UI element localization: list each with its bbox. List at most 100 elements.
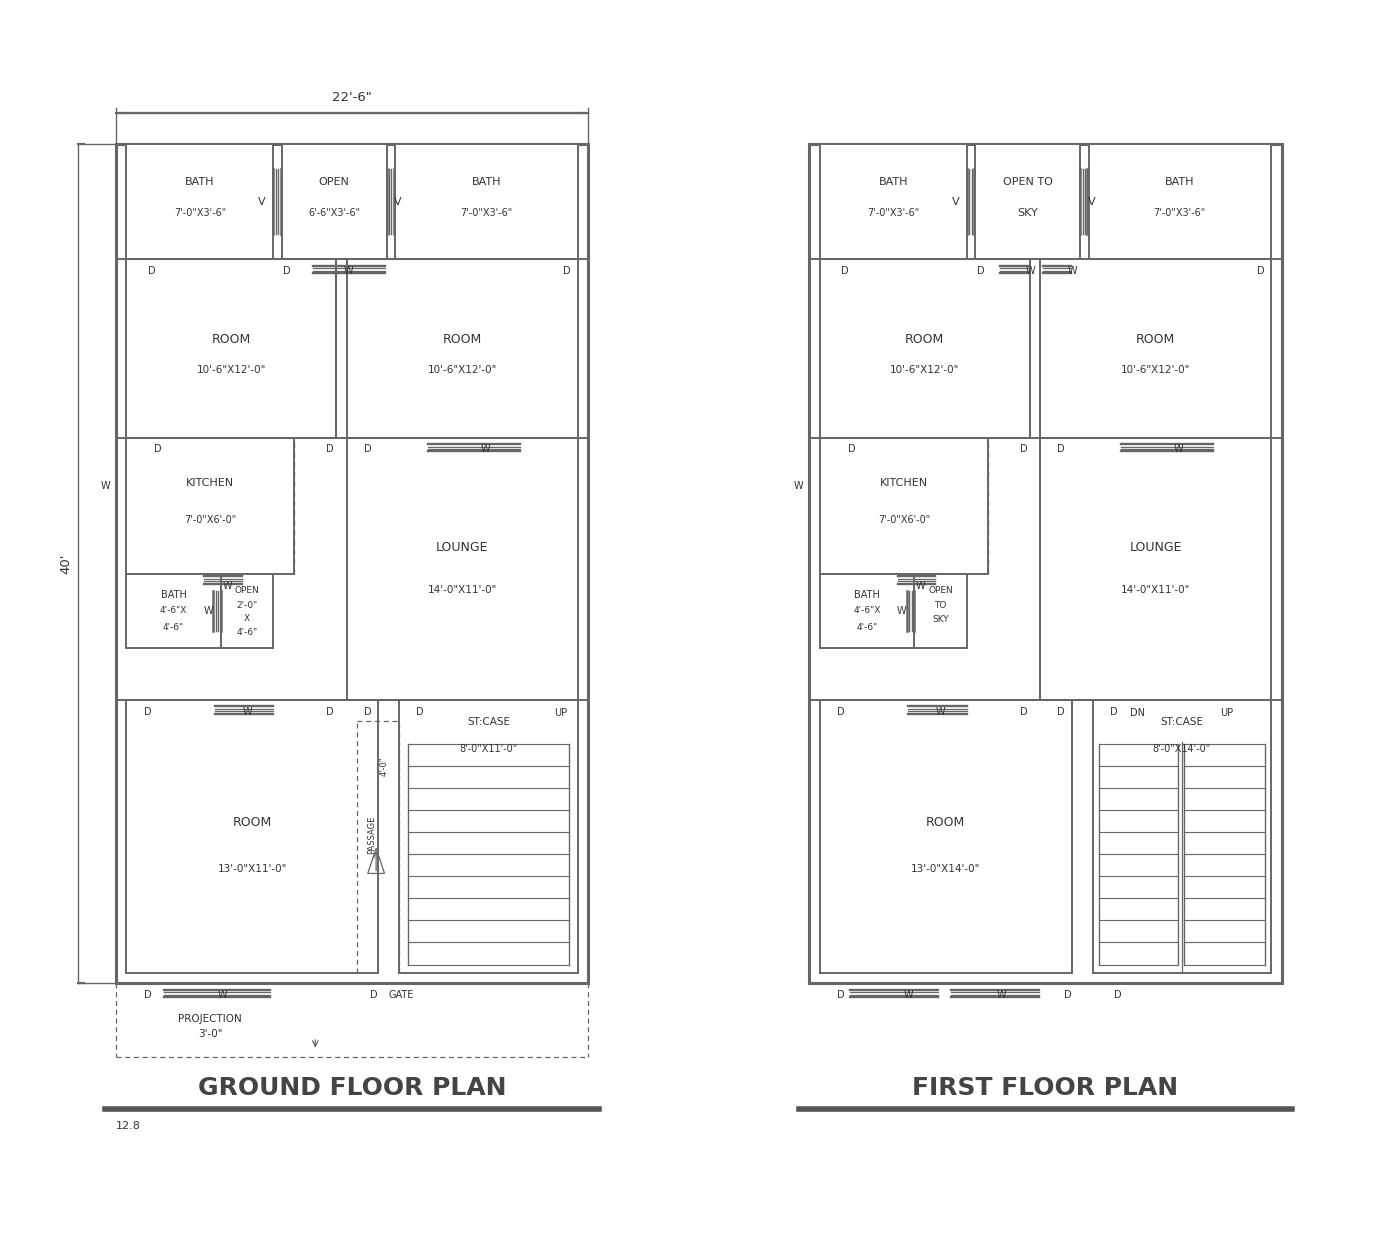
Text: 10'-6"X12'-0": 10'-6"X12'-0" — [427, 365, 497, 374]
Text: 22'-6": 22'-6" — [331, 92, 372, 104]
Bar — [399, 701, 577, 973]
Text: SKY: SKY — [932, 615, 949, 624]
Text: V: V — [394, 197, 402, 207]
Text: 7'-0"X3'-6": 7'-0"X3'-6" — [173, 208, 226, 218]
Bar — [820, 144, 967, 259]
Text: D: D — [144, 707, 151, 717]
Text: W: W — [903, 990, 913, 999]
Text: D: D — [838, 990, 845, 999]
Text: 4'-6"X: 4'-6"X — [160, 606, 187, 615]
Text: BATH: BATH — [184, 177, 215, 187]
Text: 4'-0": 4'-0" — [380, 756, 388, 776]
Bar — [820, 259, 1029, 438]
Text: W: W — [243, 707, 252, 717]
Text: W: W — [101, 481, 110, 491]
Text: TO: TO — [935, 600, 947, 610]
Text: ROOM: ROOM — [442, 334, 481, 346]
Text: D: D — [416, 707, 424, 717]
Text: GROUND FLOOR PLAN: GROUND FLOOR PLAN — [198, 1076, 506, 1100]
Bar — [810, 144, 1282, 983]
Text: D: D — [1114, 990, 1122, 999]
Text: 4'-6"X: 4'-6"X — [853, 606, 881, 615]
Bar — [126, 259, 336, 438]
Text: W: W — [218, 990, 227, 999]
Text: D: D — [283, 267, 291, 277]
Text: 4'-6": 4'-6" — [236, 629, 258, 637]
Text: D: D — [847, 444, 856, 454]
Text: 7'-0"X3'-6": 7'-0"X3'-6" — [460, 208, 512, 218]
Text: D: D — [1064, 990, 1071, 999]
Text: DN: DN — [1130, 708, 1144, 718]
Text: W: W — [795, 481, 803, 491]
Text: 7'-0"X3'-6": 7'-0"X3'-6" — [1154, 208, 1205, 218]
Bar — [1040, 438, 1270, 701]
Bar — [126, 144, 273, 259]
Bar — [1089, 144, 1270, 259]
Text: W: W — [480, 444, 490, 454]
Text: ROOM: ROOM — [927, 816, 965, 830]
Text: LOUNGE: LOUNGE — [1129, 542, 1182, 554]
Bar — [820, 574, 914, 647]
Text: 10'-6"X12'-0": 10'-6"X12'-0" — [197, 365, 266, 374]
Text: V: V — [951, 197, 958, 207]
Text: D: D — [838, 707, 845, 717]
Text: OPEN TO: OPEN TO — [1003, 177, 1053, 187]
Text: ROOM: ROOM — [1136, 334, 1175, 346]
Bar — [126, 574, 221, 647]
Text: ROOM: ROOM — [233, 816, 272, 830]
Text: D: D — [1110, 707, 1118, 717]
Text: D: D — [154, 444, 162, 454]
Text: KITCHEN: KITCHEN — [186, 477, 234, 487]
Text: ST:CASE: ST:CASE — [1161, 717, 1204, 727]
Text: FIRST FLOOR PLAN: FIRST FLOOR PLAN — [913, 1076, 1179, 1100]
Text: D: D — [1019, 707, 1028, 717]
Text: BATH: BATH — [854, 590, 881, 600]
Bar — [1093, 701, 1270, 973]
Text: D: D — [1057, 707, 1065, 717]
Text: 2'-0": 2'-0" — [236, 600, 258, 610]
Text: D: D — [148, 267, 155, 277]
Text: D: D — [363, 444, 372, 454]
Text: 7'-0"X6'-0": 7'-0"X6'-0" — [878, 515, 929, 525]
Text: KITCHEN: KITCHEN — [879, 477, 928, 487]
Text: W: W — [915, 580, 925, 590]
Text: UP: UP — [1221, 708, 1233, 718]
Text: D: D — [370, 990, 377, 999]
Text: GATE: GATE — [388, 990, 413, 999]
Text: D: D — [563, 267, 571, 277]
Text: 7'-0"X3'-6": 7'-0"X3'-6" — [867, 208, 920, 218]
Bar — [282, 144, 387, 259]
Bar — [914, 574, 967, 647]
Text: D: D — [1019, 444, 1028, 454]
Text: X: X — [244, 614, 250, 622]
Text: PASSAGE: PASSAGE — [368, 815, 376, 853]
Text: D: D — [363, 707, 372, 717]
Bar — [347, 259, 577, 438]
Text: UP: UP — [555, 708, 567, 718]
Text: 8'-0"X11'-0": 8'-0"X11'-0" — [459, 744, 517, 754]
Text: 13'-0"X14'-0": 13'-0"X14'-0" — [911, 864, 981, 874]
Bar — [117, 144, 588, 983]
Text: 10'-6"X12'-0": 10'-6"X12'-0" — [1121, 365, 1190, 374]
Text: 14'-0"X11'-0": 14'-0"X11'-0" — [1121, 585, 1190, 595]
Text: 14'-0"X11'-0": 14'-0"X11'-0" — [427, 585, 497, 595]
Text: ROOM: ROOM — [906, 334, 945, 346]
Text: 13'-0"X11'-0": 13'-0"X11'-0" — [218, 864, 287, 874]
Text: D: D — [326, 707, 334, 717]
Text: ROOM: ROOM — [212, 334, 251, 346]
Text: D: D — [1057, 444, 1065, 454]
Bar — [975, 144, 1080, 259]
Text: W: W — [936, 707, 946, 717]
Bar — [395, 144, 577, 259]
Text: BATH: BATH — [472, 177, 501, 187]
Text: W: W — [1068, 267, 1078, 277]
Text: 7'-0"X6'-0": 7'-0"X6'-0" — [184, 515, 236, 525]
Bar — [347, 438, 577, 701]
Text: W: W — [897, 606, 907, 616]
Bar — [820, 438, 988, 574]
Text: D: D — [144, 990, 151, 999]
Bar — [221, 574, 273, 647]
Text: BATH: BATH — [1165, 177, 1194, 187]
Text: D: D — [326, 444, 334, 454]
Text: 12.8: 12.8 — [117, 1121, 141, 1131]
